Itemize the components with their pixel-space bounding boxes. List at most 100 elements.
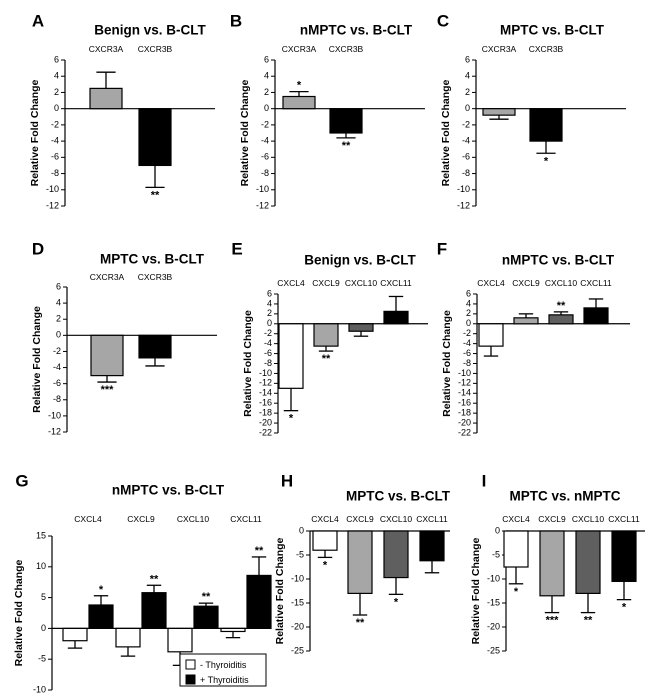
y-tick-label: -12 <box>256 200 269 210</box>
panel-letter: G <box>15 471 28 490</box>
category-label: CXCL9 <box>538 514 566 524</box>
significance-marker: ** <box>342 140 351 152</box>
significance-marker: * <box>297 80 302 92</box>
significance-marker: ** <box>150 573 159 585</box>
y-tick-label: -6 <box>51 152 59 162</box>
y-tick-label: -25 <box>291 645 304 655</box>
legend-swatch <box>185 659 196 670</box>
bar-cxcr3a <box>282 95 316 110</box>
category-label: CXCR3A <box>89 44 124 54</box>
y-tick-label: -16 <box>259 398 272 408</box>
y-tick-label: -10 <box>46 184 59 194</box>
y-tick-label: -15 <box>487 597 500 607</box>
bar-cxcl10 <box>348 323 374 332</box>
panel-i: I MPTC vs. nMPTC 0 -5 -10 -15 -20 -25 Relative F… <box>470 471 645 655</box>
y-tick-label: 4 <box>465 71 470 81</box>
y-tick-label: -22 <box>259 427 272 437</box>
y-tick-label: -20 <box>291 621 304 631</box>
category-label: CXCL4 <box>502 514 530 524</box>
bar-cxcl4 <box>503 530 529 568</box>
y-tick-label: -10 <box>33 684 46 694</box>
panel-title: MPTC vs. B-CLT <box>500 23 605 38</box>
y-tick-label: 6 <box>54 54 59 64</box>
y-tick-label: -12 <box>48 426 61 436</box>
y-tick-label: -6 <box>261 152 269 162</box>
panel-c: C MPTC vs. B-CLT 6 4 2 0 -2 -4 -6 -8 -10 -12 Relativ… <box>437 11 626 210</box>
significance-marker: ** <box>356 617 365 629</box>
significance-marker: * <box>514 586 519 598</box>
category-label: CXCL11 <box>580 278 612 288</box>
category-label: CXCR3B <box>529 44 564 54</box>
y-tick-label: 2 <box>264 87 269 97</box>
bar-cxcl11 <box>583 307 609 325</box>
category-label: CXCL9 <box>127 514 155 524</box>
bar-cxcl9-plus <box>141 592 167 629</box>
y-tick-label: -8 <box>463 358 471 368</box>
y-tick-label: -4 <box>463 338 471 348</box>
y-tick-label: -10 <box>259 368 272 378</box>
y-tick-label: 0 <box>466 318 471 328</box>
panel-a: A Benign vs. B-CLT 6 4 2 0 -2 -4 -6 -8 -10 -12 Relat… <box>29 11 215 210</box>
significance-marker: ** <box>322 353 331 365</box>
y-axis-label: Relative Fold Change <box>470 537 482 644</box>
panel-title: nMPTC vs. B-CLT <box>502 253 615 268</box>
y-tick-label: 2 <box>267 308 272 318</box>
category-label: CXCR3B <box>138 272 173 282</box>
y-tick-label: -10 <box>291 573 304 583</box>
category-label: CXCL10 <box>545 278 577 288</box>
category-label: CXCL10 <box>177 514 209 524</box>
y-axis-label: Relative Fold Change <box>29 79 41 186</box>
y-tick-label: -16 <box>458 398 471 408</box>
category-label: CXCL10 <box>380 514 412 524</box>
category-label: CXCL4 <box>74 514 102 524</box>
panel-letter: D <box>32 239 44 258</box>
y-tick-label: -10 <box>458 368 471 378</box>
panel-title: nMPTC vs. B-CLT <box>112 483 225 498</box>
y-tick-label: 4 <box>54 71 59 81</box>
y-tick-label: 0 <box>54 103 59 113</box>
y-tick-label: -5 <box>296 549 304 559</box>
significance-marker: ** <box>584 615 593 627</box>
y-tick-label: -4 <box>53 362 61 372</box>
significance-marker: * <box>544 155 549 167</box>
bar-cxcr3b <box>138 334 172 359</box>
category-label: CXCL9 <box>346 514 374 524</box>
bar-cxcl4 <box>478 323 504 347</box>
y-tick-label: -10 <box>457 184 470 194</box>
category-label: CXCL10 <box>345 278 377 288</box>
y-tick-label: -20 <box>487 621 500 631</box>
y-tick-label: -15 <box>291 597 304 607</box>
y-tick-label: 0 <box>495 525 500 535</box>
y-tick-label: -2 <box>462 119 470 129</box>
panel-letter: I <box>482 471 487 490</box>
legend-label: + Thyroiditis <box>200 675 249 685</box>
panel-letter: B <box>230 11 242 30</box>
bar-cxcl10 <box>548 314 574 325</box>
y-tick-label: 10 <box>36 561 46 571</box>
y-tick-label: -5 <box>492 549 500 559</box>
y-tick-label: -6 <box>264 348 272 358</box>
bar-cxcl9-minus <box>115 627 141 648</box>
y-tick-label: -10 <box>256 184 269 194</box>
bar-cxcl9 <box>539 530 565 597</box>
category-label: CXCL11 <box>416 514 448 524</box>
y-tick-label: -8 <box>53 394 61 404</box>
y-axis-label: Relative Fold Change <box>440 79 452 186</box>
panel-letter: C <box>437 11 449 30</box>
y-axis-label: Relative Fold Change <box>13 559 25 666</box>
category-label: CXCL11 <box>380 278 412 288</box>
category-label: CXCR3B <box>329 44 364 54</box>
bar-cxcl11 <box>611 530 637 583</box>
y-tick-label: -20 <box>259 417 272 427</box>
y-tick-label: -4 <box>51 135 59 145</box>
y-tick-label: -4 <box>261 135 269 145</box>
category-label: CXCL9 <box>312 278 340 288</box>
bar-cxcl10 <box>575 530 601 595</box>
panel-title: MPTC vs. B-CLT <box>100 252 205 267</box>
y-tick-label: -2 <box>261 119 269 129</box>
category-label: CXCL9 <box>512 278 540 288</box>
y-tick-label: -25 <box>487 645 500 655</box>
bar-cxcl9 <box>313 323 339 347</box>
